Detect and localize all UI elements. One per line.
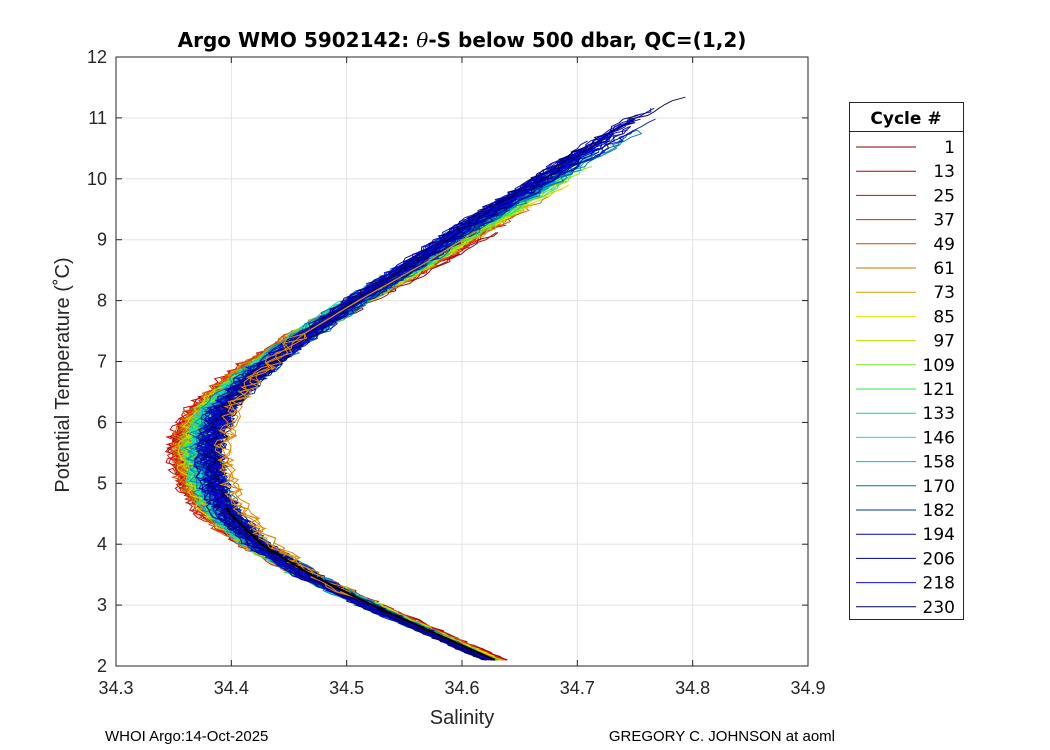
legend-label: 218 [923,574,955,594]
footer-left: WHOI Argo:14-Oct-2025 [105,728,268,745]
data-curves [164,96,686,661]
legend-label: 13 [933,162,955,182]
x-axis-label: Salinity [430,707,494,729]
legend-entries: 1 13 25 37 49 61 73 85 97 109 121 133 146 158 170 182 19… [856,138,955,618]
legend-label: 97 [933,332,955,352]
y-tick-label: 9 [97,230,107,250]
x-tick-label: 34.6 [444,678,479,698]
x-tick-label: 34.5 [329,678,364,698]
legend-label: 49 [933,235,955,255]
legend-label: 230 [923,598,955,618]
legend-label: 73 [933,283,955,303]
y-tick-label: 2 [97,656,107,676]
legend-label: 61 [933,259,955,279]
cycle-profile-line [201,140,595,661]
legend: Cycle # 1 13 25 37 49 61 73 85 97 109 121 133 146 158… [849,102,964,620]
legend-label: 146 [923,428,955,448]
legend-label: 170 [923,477,955,497]
y-axis-label: Potential Temperature (˚C) [52,257,74,492]
y-tick-label: 4 [97,534,107,554]
legend-label: 1 [944,138,955,158]
legend-box [849,102,964,620]
legend-label: 158 [923,453,955,473]
anomalous-profile-line [218,230,498,661]
legend-label: 206 [923,549,955,569]
chart-title: Argo WMO 5902142: θ-S below 500 dbar, QC… [178,28,747,52]
y-tick-label: 6 [97,412,107,432]
legend-label: 182 [923,501,955,521]
legend-label: 25 [933,186,955,206]
y-tick-label: 8 [97,291,107,311]
legend-title: Cycle # [870,109,941,129]
legend-label: 37 [933,211,955,231]
y-tick-label: 10 [87,169,107,189]
y-tick-label: 12 [87,47,107,67]
y-tick-label: 11 [88,108,107,128]
y-tick-label: 5 [97,473,107,493]
y-tick-label: 3 [97,595,107,615]
y-tick-label: 7 [97,352,107,372]
x-tick-label: 34.7 [560,678,595,698]
x-tick-label: 34.4 [214,678,249,698]
x-tick-label: 34.3 [98,678,133,698]
legend-label: 133 [923,404,955,424]
core-profile-line [225,507,496,661]
x-tick-label: 34.9 [790,678,825,698]
axis-ticks: 34.3 34.4 34.5 34.6 34.7 34.8 34.9 2 3 4 5 6 7 8 9 10 11… [87,47,826,698]
legend-label: 194 [923,525,955,545]
legend-label: 109 [923,356,955,376]
footer-right: GREGORY C. JOHNSON at aoml [609,728,835,745]
legend-label: 121 [923,380,955,400]
x-tick-label: 34.8 [675,678,710,698]
legend-label: 85 [933,307,955,327]
cycle-profile-line [199,140,588,661]
